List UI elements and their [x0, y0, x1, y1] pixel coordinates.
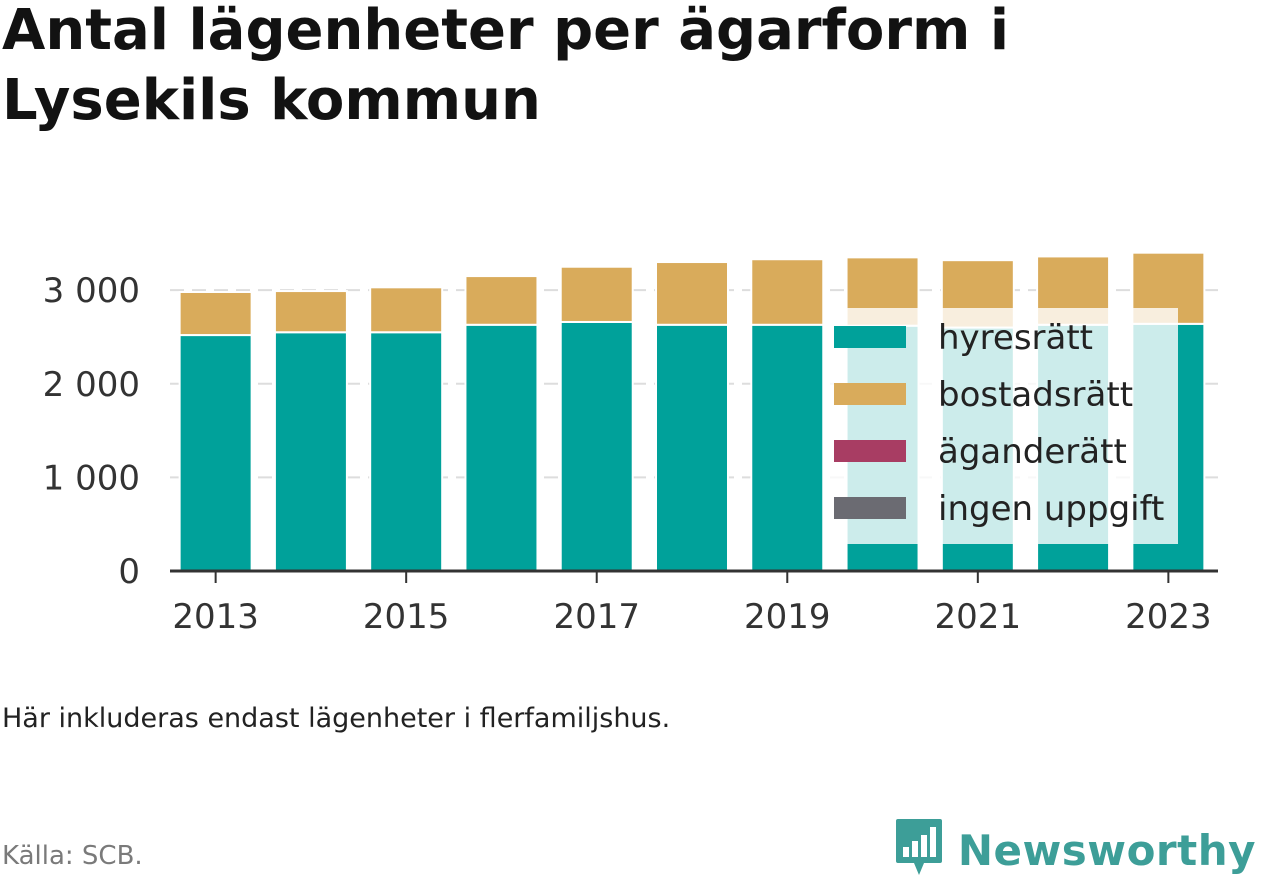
bar-hyresratt-2014 — [273, 331, 348, 572]
x-tick-label: 2017 — [553, 597, 640, 637]
bar-bostadsratt-2019 — [750, 258, 825, 326]
legend-swatch-aganderatt — [834, 440, 906, 462]
stacked-bar-chart: 0 1 000 2 000 3 000 hyresrätt bostadsrätt äga… — [43, 251, 1218, 637]
bar-hyresratt-2013 — [178, 334, 253, 573]
x-tick-label: 2021 — [935, 597, 1022, 637]
legend-label-ingen_uppgift: ingen uppgift — [938, 489, 1164, 529]
x-tick-label: 2023 — [1125, 597, 1212, 637]
y-tick-label: 2 000 — [43, 365, 140, 405]
bar-bostadsratt-2017 — [559, 265, 634, 323]
bar-hyresratt-2018 — [655, 323, 729, 573]
bar-hyresratt-2015 — [369, 331, 444, 572]
bar-chart-speech-bubble-icon — [894, 817, 944, 883]
y-tick-label: 3 000 — [43, 271, 140, 311]
chart-note: Här inkluderas endast lägenheter i flerf… — [2, 703, 671, 734]
x-tick-label: 2013 — [172, 597, 259, 637]
legend-swatch-hyresratt — [834, 326, 906, 348]
legend-label-bostadsratt: bostadsrätt — [938, 375, 1133, 415]
legend-swatch-bostadsratt — [834, 383, 906, 405]
bar-bostadsratt-2016 — [464, 275, 539, 326]
bar-bostadsratt-2018 — [655, 261, 729, 326]
chart-title: Antal lägenheter per ägarform i Lysekils… — [2, 0, 1010, 133]
brand-logo[interactable]: Newsworthy — [894, 818, 1256, 882]
x-tick-label: 2019 — [744, 597, 831, 637]
x-axis: 2013 2015 2017 2019 2021 2023 — [170, 569, 1218, 637]
legend-swatch-ingen_uppgift — [834, 497, 906, 519]
x-tick-label: 2015 — [363, 597, 450, 637]
y-tick-label: 0 — [118, 552, 140, 592]
bar-hyresratt-2019 — [750, 323, 825, 573]
legend-label-aganderatt: äganderätt — [938, 432, 1127, 472]
bar-hyresratt-2017 — [559, 320, 634, 572]
legend: hyresrätt bostadsrätt äganderätt ingen uppg… — [834, 318, 1164, 529]
legend-label-hyresratt: hyresrätt — [938, 318, 1093, 358]
y-axis-ticks: 0 1 000 2 000 3 000 — [43, 271, 140, 592]
bar-bostadsratt-2013 — [178, 291, 253, 337]
bar-bostadsratt-2015 — [369, 286, 444, 334]
bar-hyresratt-2016 — [464, 323, 539, 573]
source-text: Källa: SCB. — [2, 841, 143, 871]
y-tick-label: 1 000 — [43, 458, 140, 498]
bar-bostadsratt-2014 — [273, 290, 348, 334]
brand-name: Newsworthy — [957, 825, 1256, 875]
